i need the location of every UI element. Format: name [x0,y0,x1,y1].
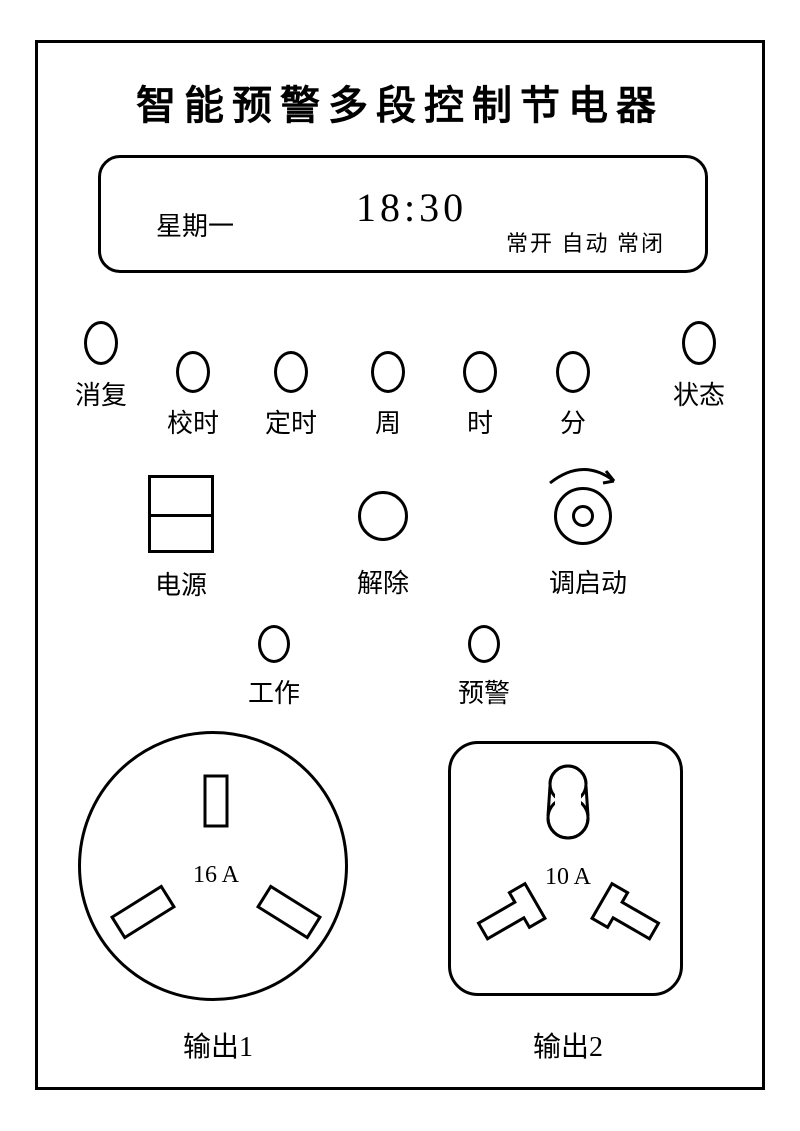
outlet-1-rating: 16 A [193,862,240,888]
dial-arrow-icon [538,461,628,489]
display-modes: 常开 自动 常闭 [506,226,665,258]
work-label: 工作 [236,673,312,710]
release-label: 解除 [345,563,421,600]
start-dial[interactable] [554,487,612,545]
work-led [258,625,290,663]
dial-label: 调启动 [538,563,638,600]
dial-center-icon [572,505,594,527]
outlet-2-pins-icon: 10 A [451,744,686,999]
reset-label: 消复 [64,375,138,412]
power-switch[interactable] [148,475,214,553]
outlet-1-socket[interactable]: 16 A [78,731,348,1001]
status-label: 状态 [662,375,736,412]
timer-label: 定时 [254,403,328,440]
status-button[interactable] [682,321,716,365]
alarm-label: 预警 [446,673,522,710]
outlet-2-label: 输出2 [518,1025,618,1065]
outlet-2-rating: 10 A [545,864,592,890]
hour-button[interactable] [463,351,497,393]
week-button[interactable] [371,351,405,393]
release-button[interactable] [358,491,408,541]
week-label: 周 [356,403,420,440]
hour-label: 时 [448,403,512,440]
minute-label: 分 [541,403,605,440]
minute-button[interactable] [556,351,590,393]
calibrate-label: 校时 [156,403,230,440]
calibrate-button[interactable] [176,351,210,393]
outlet-1-pins-icon: 16 A [81,734,351,1004]
reset-button[interactable] [84,321,118,365]
lcd-display: 星期一 18:30 常开 自动 常闭 [98,155,708,273]
outlet-2-socket[interactable]: 10 A [448,741,683,996]
device-title: 智能预警多段控制节电器 [38,73,762,131]
display-day: 星期一 [156,206,234,243]
display-time: 18:30 [356,184,467,231]
outlet-1-label: 输出1 [168,1025,268,1065]
device-panel: 智能预警多段控制节电器 星期一 18:30 常开 自动 常闭 消复 状态 校时 … [35,40,765,1090]
alarm-led [468,625,500,663]
timer-button[interactable] [274,351,308,393]
power-label: 电源 [143,565,219,602]
